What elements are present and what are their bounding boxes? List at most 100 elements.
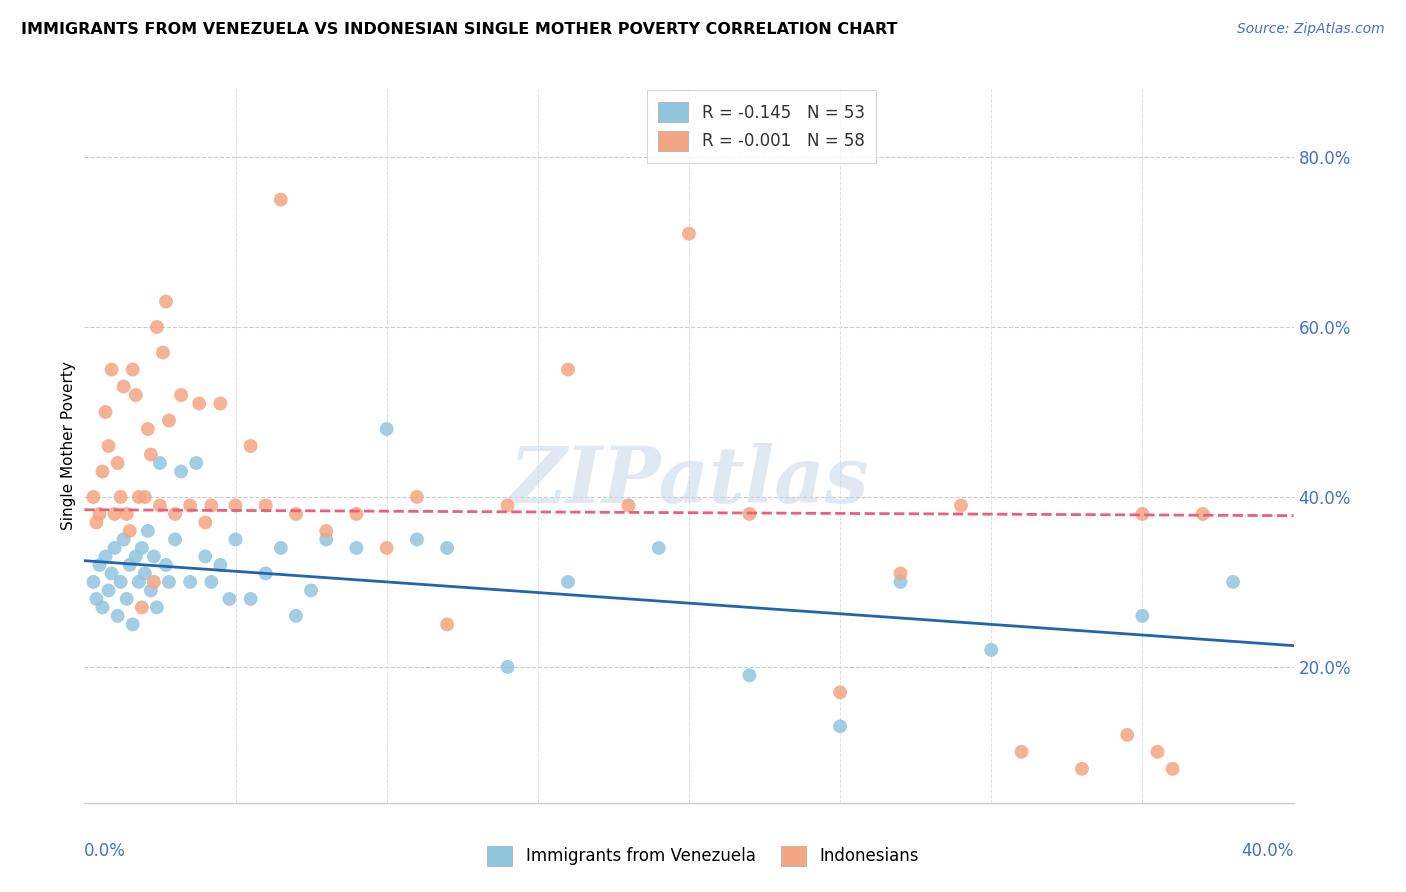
Point	[136, 524, 159, 538]
Point	[738, 507, 761, 521]
Text: IMMIGRANTS FROM VENEZUELA VS INDONESIAN SINGLE MOTHER POVERTY CORRELATION CHART: IMMIGRANTS FROM VENEZUELA VS INDONESIAN …	[21, 22, 897, 37]
Point	[284, 507, 308, 521]
Point	[139, 448, 162, 462]
Point	[890, 574, 912, 589]
Point	[89, 507, 111, 521]
Point	[738, 668, 761, 682]
Point	[647, 541, 671, 555]
Point	[1146, 745, 1168, 759]
Point	[890, 566, 912, 581]
Point	[125, 549, 148, 564]
Point	[131, 600, 153, 615]
Point	[112, 533, 135, 547]
Point	[97, 583, 120, 598]
Point	[149, 499, 172, 513]
Point	[86, 516, 108, 530]
Point	[179, 574, 201, 589]
Point	[346, 507, 368, 521]
Point	[406, 533, 429, 547]
Point	[134, 490, 156, 504]
Point	[617, 499, 640, 513]
Point	[950, 499, 973, 513]
Point	[186, 456, 208, 470]
Point	[142, 549, 165, 564]
Y-axis label: Single Mother Poverty: Single Mother Poverty	[60, 361, 76, 531]
Point	[115, 507, 138, 521]
Point	[104, 507, 127, 521]
Point	[299, 583, 322, 598]
Legend: Immigrants from Venezuela, Indonesians: Immigrants from Venezuela, Indonesians	[474, 832, 932, 880]
Point	[375, 541, 398, 555]
Point	[209, 396, 232, 410]
Point	[121, 362, 143, 376]
Point	[254, 499, 277, 513]
Point	[209, 558, 232, 572]
Point	[254, 566, 277, 581]
Point	[163, 507, 186, 521]
Point	[1161, 762, 1184, 776]
Point	[1191, 507, 1213, 521]
Point	[557, 574, 579, 589]
Point	[163, 533, 186, 547]
Point	[149, 456, 172, 470]
Point	[1130, 608, 1153, 623]
Point	[188, 396, 211, 410]
Point	[104, 541, 127, 555]
Point	[194, 516, 217, 530]
Text: 40.0%: 40.0%	[1241, 842, 1294, 860]
Point	[146, 600, 169, 615]
Point	[128, 490, 150, 504]
Point	[94, 405, 117, 419]
Point	[100, 566, 122, 581]
Point	[200, 574, 222, 589]
Point	[157, 574, 180, 589]
Point	[110, 490, 132, 504]
Point	[239, 591, 262, 606]
Point	[118, 524, 141, 538]
Point	[152, 345, 174, 359]
Point	[146, 320, 169, 334]
Point	[830, 685, 852, 699]
Point	[225, 533, 247, 547]
Point	[118, 558, 141, 572]
Point	[315, 524, 337, 538]
Point	[97, 439, 120, 453]
Point	[89, 558, 111, 572]
Text: Source: ZipAtlas.com: Source: ZipAtlas.com	[1237, 22, 1385, 37]
Point	[115, 591, 138, 606]
Point	[375, 422, 398, 436]
Point	[136, 422, 159, 436]
Point	[131, 541, 153, 555]
Point	[86, 591, 108, 606]
Point	[110, 574, 132, 589]
Point	[557, 362, 579, 376]
Legend: R = -0.145   N = 53, R = -0.001   N = 58: R = -0.145 N = 53, R = -0.001 N = 58	[647, 90, 876, 162]
Point	[1010, 745, 1032, 759]
Point	[1222, 574, 1244, 589]
Point	[170, 465, 193, 479]
Point	[157, 413, 180, 427]
Point	[406, 490, 429, 504]
Point	[82, 490, 104, 504]
Point	[830, 719, 852, 733]
Point	[121, 617, 143, 632]
Point	[270, 193, 292, 207]
Point	[1116, 728, 1139, 742]
Point	[200, 499, 222, 513]
Point	[155, 558, 177, 572]
Point	[194, 549, 217, 564]
Point	[91, 600, 114, 615]
Point	[94, 549, 117, 564]
Point	[125, 388, 148, 402]
Point	[107, 456, 129, 470]
Point	[436, 541, 458, 555]
Point	[170, 388, 193, 402]
Point	[100, 362, 122, 376]
Point	[346, 541, 368, 555]
Point	[678, 227, 700, 241]
Text: 0.0%: 0.0%	[84, 842, 127, 860]
Point	[980, 643, 1002, 657]
Point	[1071, 762, 1094, 776]
Point	[91, 465, 114, 479]
Point	[436, 617, 458, 632]
